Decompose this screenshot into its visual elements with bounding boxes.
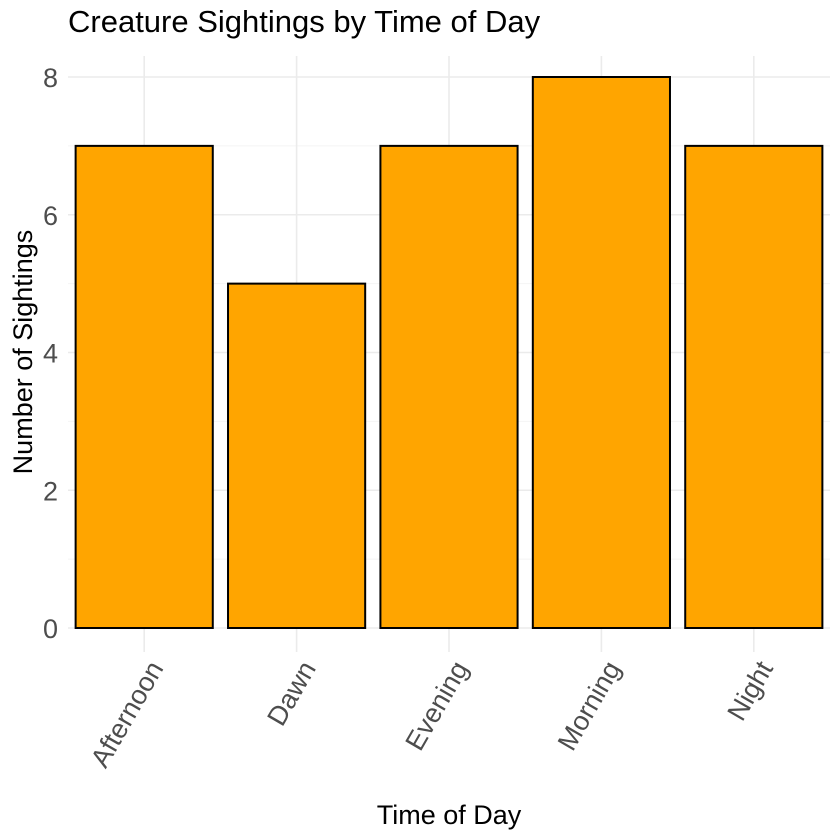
x-tick-label: Dawn	[261, 656, 321, 731]
x-tick-label: Morning	[552, 656, 627, 755]
bar-night	[684, 144, 824, 629]
x-tick-label: Afternoon	[85, 656, 170, 772]
x-tick-label: Night	[721, 656, 779, 726]
x-axis-title: Time of Day	[377, 800, 522, 830]
y-tick-label: 2	[43, 476, 58, 506]
y-tick-label: 8	[43, 63, 58, 93]
y-tick-labels: 0 2 4 6 8	[43, 63, 58, 644]
bar-evening	[379, 144, 519, 629]
bar-dawn	[227, 282, 367, 629]
bar-morning	[531, 76, 671, 629]
x-tick-label: Evening	[399, 656, 474, 756]
bars	[74, 76, 824, 629]
chart-title: Creature Sightings by Time of Day	[68, 4, 541, 39]
x-tick-labels: Afternoon Dawn Evening Morning Night	[85, 656, 779, 773]
y-axis-title: Number of Sightings	[8, 230, 38, 475]
y-tick-label: 4	[43, 339, 58, 369]
bar-afternoon	[74, 144, 214, 629]
y-tick-label: 6	[43, 201, 58, 231]
y-tick-label: 0	[43, 614, 58, 644]
